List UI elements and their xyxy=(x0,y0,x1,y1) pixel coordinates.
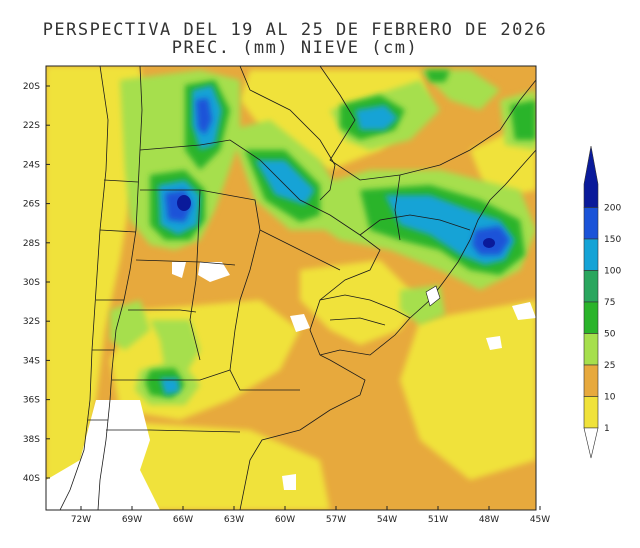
brazil-south-states xyxy=(359,214,471,236)
longitude-axis: 72W 69W 66W 63W 60W 57W 54W 51W 48W 45W xyxy=(71,506,550,525)
legend-label: 1 xyxy=(604,424,610,434)
legend-label: 10 xyxy=(604,393,616,403)
argentina-provinces-3 xyxy=(135,259,236,266)
lat-label: 22S xyxy=(23,121,40,131)
precip-200mm-cores xyxy=(177,195,495,248)
lon-label: 54W xyxy=(377,515,397,525)
no-precip-areas xyxy=(46,262,536,510)
legend-label: 200 xyxy=(604,204,621,214)
map-title-line-2: PREC. (mm) NIEVE (cm) xyxy=(171,38,419,58)
lat-label: 34S xyxy=(23,356,40,366)
lat-label: 38S xyxy=(23,435,40,445)
lon-label: 72W xyxy=(71,515,91,525)
legend-label: 50 xyxy=(604,330,616,340)
lat-label: 36S xyxy=(23,396,40,406)
brazil-coast xyxy=(319,149,536,356)
precip-legend: 1 10 25 50 75 100 150 200 xyxy=(583,145,621,459)
lat-label: 24S xyxy=(23,160,40,170)
brazil-inner-state xyxy=(394,174,401,241)
argentina-provinces-2 xyxy=(189,189,201,361)
precip-field xyxy=(46,66,536,510)
legend-swatch xyxy=(583,301,599,334)
lon-label: 51W xyxy=(428,515,448,525)
legend-swatch xyxy=(583,364,599,397)
argentina-provinces-4 xyxy=(128,309,197,313)
legend-swatch xyxy=(583,207,599,240)
legend-swatch xyxy=(583,270,599,303)
legend-swatch xyxy=(583,396,599,429)
uruguay-departments xyxy=(329,317,386,326)
lon-label: 63W xyxy=(224,515,244,525)
legend-label: 150 xyxy=(604,235,621,245)
legend-label: 25 xyxy=(604,361,615,371)
map-title-line-1: PERSPECTIVA DEL 19 AL 25 DE FEBRERO DE 2… xyxy=(42,20,548,40)
chile-region-1 xyxy=(103,179,139,183)
chile-coast xyxy=(59,66,109,510)
map-frame xyxy=(45,65,537,511)
argentina-provinces-5 xyxy=(112,369,231,381)
lon-label: 48W xyxy=(479,515,499,525)
argentina-provinces-1 xyxy=(140,189,300,391)
lagoons xyxy=(425,285,441,307)
legend-label: 75 xyxy=(604,298,615,308)
argentina-provinces-6 xyxy=(106,429,241,433)
argentina-coast xyxy=(239,354,366,510)
lat-label: 26S xyxy=(23,200,40,210)
argentina-provinces-7 xyxy=(259,229,341,271)
lon-label: 69W xyxy=(122,515,142,525)
lon-label: 66W xyxy=(173,515,193,525)
bolivia-border xyxy=(239,66,336,201)
lat-label: 28S xyxy=(23,239,40,249)
chile-region-2 xyxy=(99,229,137,233)
latitude-axis: 20S 22S 24S 26S 28S 30S 32S 34S 36S 38S 40S xyxy=(23,82,50,484)
legend-swatch xyxy=(583,333,599,366)
political-boundaries xyxy=(59,66,536,510)
lat-label: 30S xyxy=(23,278,40,288)
lat-label: 20S xyxy=(23,82,40,92)
legend-swatch xyxy=(583,238,599,271)
lon-label: 57W xyxy=(326,515,346,525)
legend-low-arrow xyxy=(583,427,599,459)
legend-swatch xyxy=(583,145,599,208)
lon-label: 45W xyxy=(530,515,550,525)
uruguay-border xyxy=(319,294,411,319)
lon-label: 60W xyxy=(275,515,295,525)
lat-label: 40S xyxy=(23,474,40,484)
lat-label: 32S xyxy=(23,317,40,327)
legend-label: 100 xyxy=(604,267,621,277)
